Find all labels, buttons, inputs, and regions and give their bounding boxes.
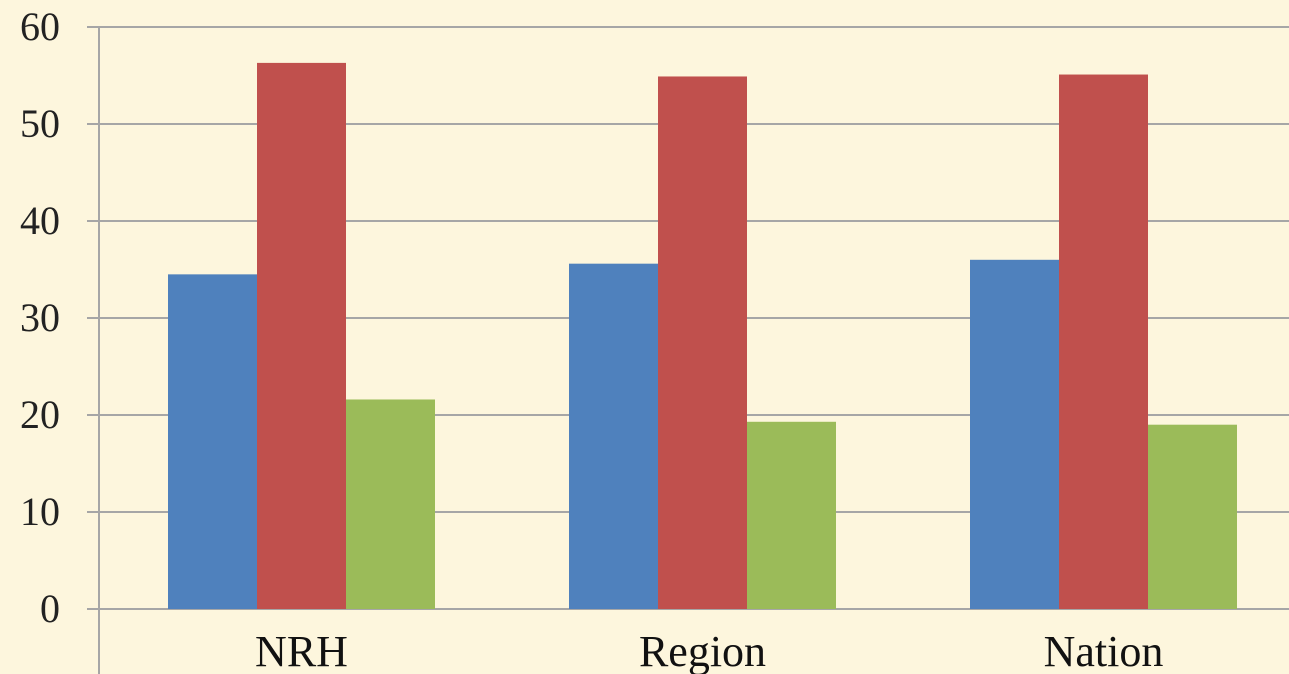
bar [1148,424,1237,609]
y-tick-label: 10 [20,489,60,534]
y-tick-labels: 0 10 20 30 40 50 60 [20,4,60,631]
bar [569,263,658,609]
bar [1059,74,1148,609]
x-category-label: Nation [1044,627,1164,674]
x-category-label: NRH [255,627,348,674]
bars [168,62,1237,610]
bar [747,421,836,609]
y-tick-label: 50 [20,101,60,146]
bar [168,274,257,609]
y-tick-label: 20 [20,392,60,437]
y-tick-label: 0 [40,586,60,631]
y-tick-label: 30 [20,295,60,340]
x-category-labels: NRH Region Nation [255,627,1163,674]
bar [257,62,346,609]
y-tick-label: 40 [20,198,60,243]
bar [970,259,1059,609]
x-category-label: Region [639,627,766,674]
bar [658,76,747,610]
y-tick-label: 60 [20,4,60,49]
bar [346,399,435,609]
